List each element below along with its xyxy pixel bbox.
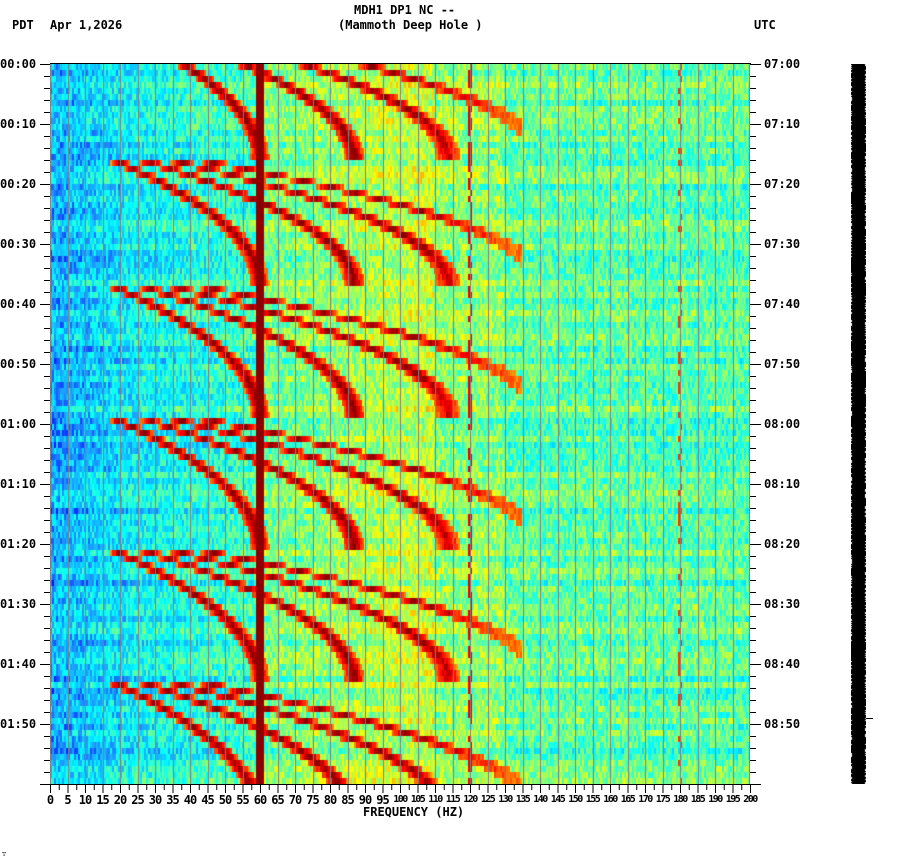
x-tick-label: 130 (498, 794, 513, 805)
x-tick-label: 180 (673, 794, 688, 805)
x-tick-label: 60 (253, 793, 267, 807)
y-tick-label-right: 07:50 (764, 357, 801, 371)
y-tick-label-left: 00:10 (0, 117, 37, 131)
y-tick-label-right: 08:50 (764, 717, 801, 731)
x-tick-label: 185 (690, 794, 706, 805)
left-timezone-label: PDT (12, 18, 34, 32)
y-tick-label-right: 07:40 (764, 297, 801, 311)
x-tick-label: 90 (358, 793, 372, 807)
y-tick-label-left: 00:30 (0, 237, 37, 251)
x-tick-label: 170 (638, 794, 653, 805)
station-name: (Mammoth Deep Hole ) (338, 18, 483, 32)
y-tick-label-right: 07:30 (764, 237, 801, 251)
x-tick-label: 120 (463, 794, 478, 805)
x-tick-label: 175 (655, 794, 671, 805)
y-tick-label-right: 08:20 (764, 537, 801, 551)
x-tick-label: 85 (341, 793, 354, 807)
x-tick-label: 140 (533, 794, 548, 805)
x-tick-label: 110 (428, 794, 443, 805)
x-tick-label: 5 (64, 793, 71, 807)
x-tick-label: 40 (183, 793, 197, 807)
y-tick-label-left: 01:40 (0, 657, 37, 671)
x-tick-label: 115 (445, 794, 461, 805)
plot-top-border (50, 63, 751, 64)
x-tick-label: 0 (46, 793, 54, 807)
x-tick-label: 135 (515, 794, 531, 805)
y-tick-label-right: 07:20 (764, 177, 801, 191)
y-tick-label-left: 01:00 (0, 417, 37, 431)
y-tick-label-right: 08:00 (764, 417, 801, 431)
right-timezone-label: UTC (754, 18, 776, 32)
y-tick-label-left: 01:20 (0, 537, 37, 551)
x-axis-label: FREQUENCY (HZ) (363, 805, 465, 819)
x-tick-label: 45 (201, 793, 214, 807)
y-tick-label-left: 00:50 (0, 357, 37, 371)
x-tick-label: 105 (410, 794, 426, 805)
x-tick-label: 155 (585, 794, 601, 805)
x-tick-label: 145 (550, 794, 566, 805)
y-tick-label-left: 00:00 (0, 57, 37, 71)
x-tick-label: 80 (323, 793, 337, 807)
date-label: Apr 1,2026 (50, 18, 123, 32)
x-tick-label: 100 (393, 794, 408, 805)
corner-mark: ∵ (2, 850, 7, 858)
x-tick-label: 200 (743, 794, 758, 805)
spectrogram-plot (50, 64, 750, 784)
y-tick-label-left: 01:10 (0, 477, 37, 491)
x-tick-label: 75 (306, 793, 319, 807)
x-tick-label: 165 (620, 794, 636, 805)
y-tick-label-left: 01:50 (0, 717, 37, 731)
y-tick-label-right: 08:10 (764, 477, 801, 491)
y-tick-label-left: 00:20 (0, 177, 37, 191)
x-tick-label: 95 (376, 793, 389, 807)
y-tick-label-right: 08:30 (764, 597, 801, 611)
x-tick-label: 65 (271, 793, 284, 807)
y-tick-label-right: 07:10 (764, 117, 801, 131)
x-tick-label: 70 (288, 793, 302, 807)
x-tick-label: 15 (96, 793, 109, 807)
x-tick-label: 55 (236, 793, 249, 807)
y-tick-label-right: 07:00 (764, 57, 801, 71)
y-tick-label-left: 00:40 (0, 297, 37, 311)
x-tick-label: 30 (148, 793, 162, 807)
x-tick-label: 50 (218, 793, 232, 807)
x-tick-label: 35 (166, 793, 179, 807)
x-tick-label: 20 (113, 793, 127, 807)
x-tick-label: 190 (708, 794, 723, 805)
x-tick-label: 195 (725, 794, 741, 805)
x-tick-label: 160 (603, 794, 618, 805)
station-title: MDH1 DP1 NC -- (354, 3, 456, 17)
y-tick-label-right: 08:40 (764, 657, 801, 671)
x-tick-label: 125 (480, 794, 496, 805)
x-tick-label: 150 (568, 794, 583, 805)
x-tick-label: 10 (78, 793, 92, 807)
y-tick-label-left: 01:30 (0, 597, 37, 611)
x-tick-label: 25 (131, 793, 144, 807)
amplitude-trace-bar (851, 64, 866, 784)
